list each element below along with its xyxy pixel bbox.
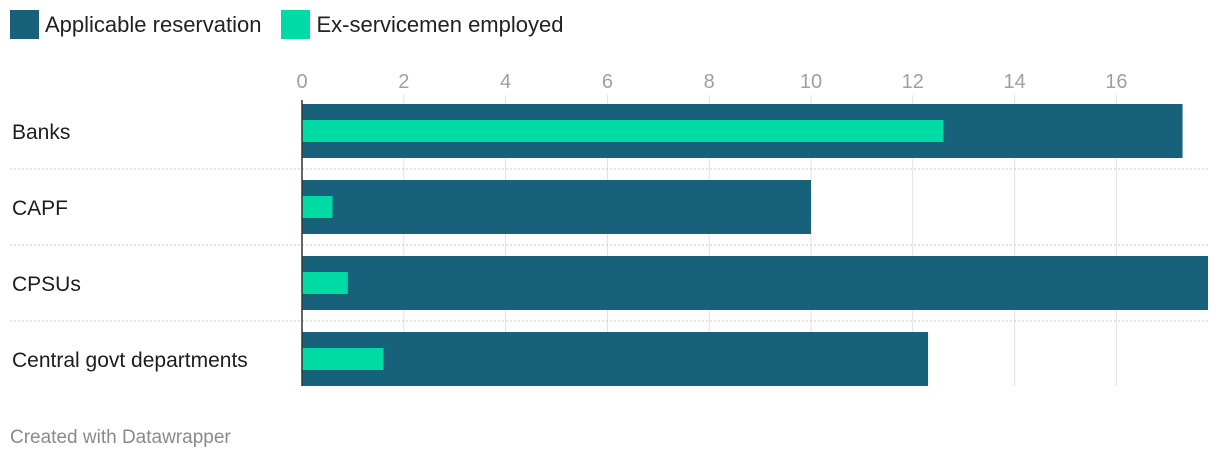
- category-label: Central govt departments: [12, 349, 248, 372]
- legend: Applicable reservation Ex-servicemen emp…: [10, 10, 583, 39]
- x-tick-label: 8: [704, 71, 715, 93]
- x-tick-label: 6: [602, 71, 613, 93]
- legend-label-applicable-reservation: Applicable reservation: [45, 11, 262, 37]
- legend-item-ex-servicemen-employed: Ex-servicemen employed: [281, 10, 563, 39]
- legend-label-ex-servicemen-employed: Ex-servicemen employed: [316, 11, 564, 37]
- legend-item-applicable-reservation: Applicable reservation: [10, 10, 261, 39]
- x-tick-label: 10: [800, 71, 822, 93]
- x-tick-label: 16: [1105, 71, 1127, 93]
- category-label: CAPF: [12, 197, 68, 220]
- x-tick-label: 0: [296, 71, 307, 93]
- bar-applicable-reservation: [302, 332, 929, 386]
- category-label: Banks: [12, 121, 70, 144]
- bar-applicable-reservation: [302, 180, 811, 234]
- x-tick-label: 2: [398, 71, 409, 93]
- bar-applicable-reservation: [302, 256, 1209, 310]
- x-tick-label: 14: [1003, 71, 1025, 93]
- bar-ex-servicemen-employed: [302, 272, 348, 294]
- bar-ex-servicemen-employed: [302, 196, 333, 218]
- category-label: CPSUs: [12, 273, 81, 296]
- x-tick-label: 12: [902, 71, 924, 93]
- legend-swatch-ex-servicemen-employed: [281, 10, 311, 39]
- legend-swatch-applicable-reservation: [10, 10, 39, 39]
- x-tick-label: 4: [500, 71, 511, 93]
- bar-ex-servicemen-employed: [302, 120, 944, 142]
- bar-ex-servicemen-employed: [302, 348, 384, 370]
- datawrapper-credit: Created with Datawrapper: [10, 427, 231, 448]
